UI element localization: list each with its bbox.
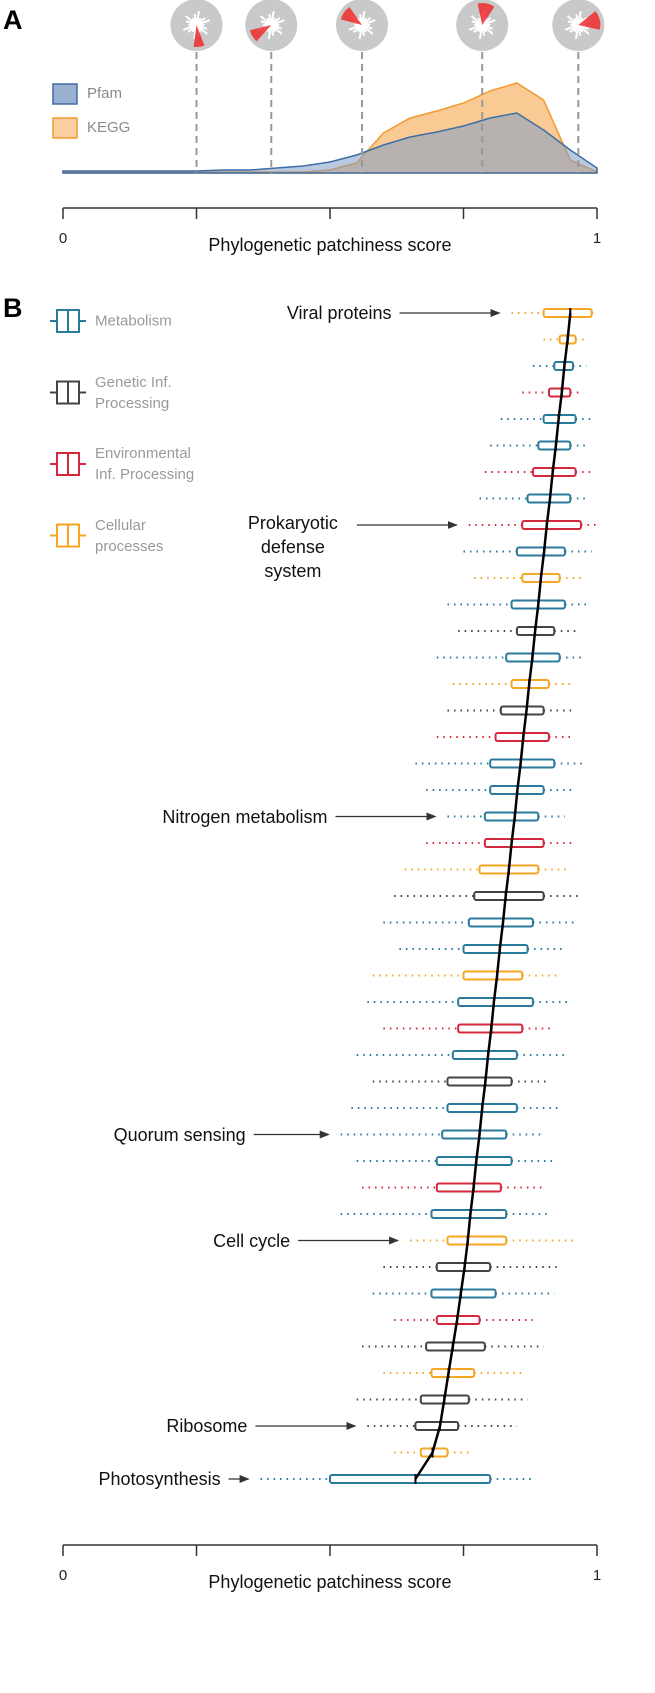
x-tick-label: 1 [593, 1567, 601, 1584]
box [435, 1156, 513, 1166]
tree-branch [196, 19, 210, 26]
legend-label: Genetic Inf. Processing [95, 373, 172, 412]
box [467, 917, 534, 928]
tree-branch [361, 19, 376, 26]
box [483, 811, 540, 822]
box [547, 387, 572, 398]
box [462, 944, 529, 954]
legend-label: Environmental Inf. Processing [95, 445, 195, 483]
tree-branch [481, 19, 496, 26]
box [329, 1474, 492, 1484]
box [425, 1341, 486, 1352]
median-trend [414, 312, 572, 1480]
tree-highlight [249, 25, 272, 42]
box [430, 1209, 508, 1219]
legend-swatch [52, 117, 78, 139]
box [414, 1421, 460, 1431]
x-tick-label: 0 [59, 1567, 67, 1584]
tree-highlight [193, 25, 205, 47]
box [489, 758, 556, 769]
annotation: Nitrogen metabolism [162, 806, 328, 827]
tree-icon [170, 0, 223, 51]
annotation: Cell cycle [213, 1230, 291, 1251]
box [446, 1235, 508, 1246]
legend-swatch [52, 83, 78, 105]
panel-label: A [3, 5, 23, 35]
x-tick-label: 0 [59, 230, 67, 247]
annotation: Quorum sensing [113, 1124, 246, 1145]
box [457, 997, 534, 1007]
annotation: Viral proteins [286, 303, 392, 323]
box [515, 546, 566, 557]
annotation: Photosynthesis [98, 1469, 221, 1489]
tree-icon [245, 0, 298, 51]
density-area [62, 112, 598, 174]
annotation: Prokaryotic defense system [247, 513, 338, 581]
box [537, 440, 572, 451]
box [521, 520, 582, 530]
x-tick-label: 1 [593, 230, 601, 247]
legend-label: Cellular processes [95, 516, 164, 555]
tree-highlight [477, 2, 495, 25]
box [499, 705, 545, 716]
box [483, 838, 545, 848]
tree-icon [456, 0, 509, 51]
box [446, 1076, 513, 1087]
legend-label: Pfam [87, 85, 122, 102]
x-axis-label: Phylogenetic patchiness score [208, 235, 451, 255]
tree-highlight [578, 11, 601, 30]
box [441, 1129, 508, 1140]
annotation: Ribosome [166, 1416, 248, 1436]
box [430, 1288, 497, 1299]
box [451, 1050, 518, 1060]
box [542, 308, 593, 318]
box [462, 970, 524, 981]
box [430, 1368, 476, 1378]
tree-highlight [340, 6, 363, 25]
panel-label: B [3, 293, 23, 323]
tree-branch [270, 19, 285, 26]
legend-label: Metabolism [95, 312, 172, 330]
tree-icon [336, 0, 389, 51]
tree-icon [552, 0, 605, 51]
box [435, 1182, 502, 1193]
x-axis-label: Phylogenetic patchiness score [208, 1572, 451, 1592]
box [473, 891, 545, 901]
legend-label: KEGG [87, 119, 130, 136]
